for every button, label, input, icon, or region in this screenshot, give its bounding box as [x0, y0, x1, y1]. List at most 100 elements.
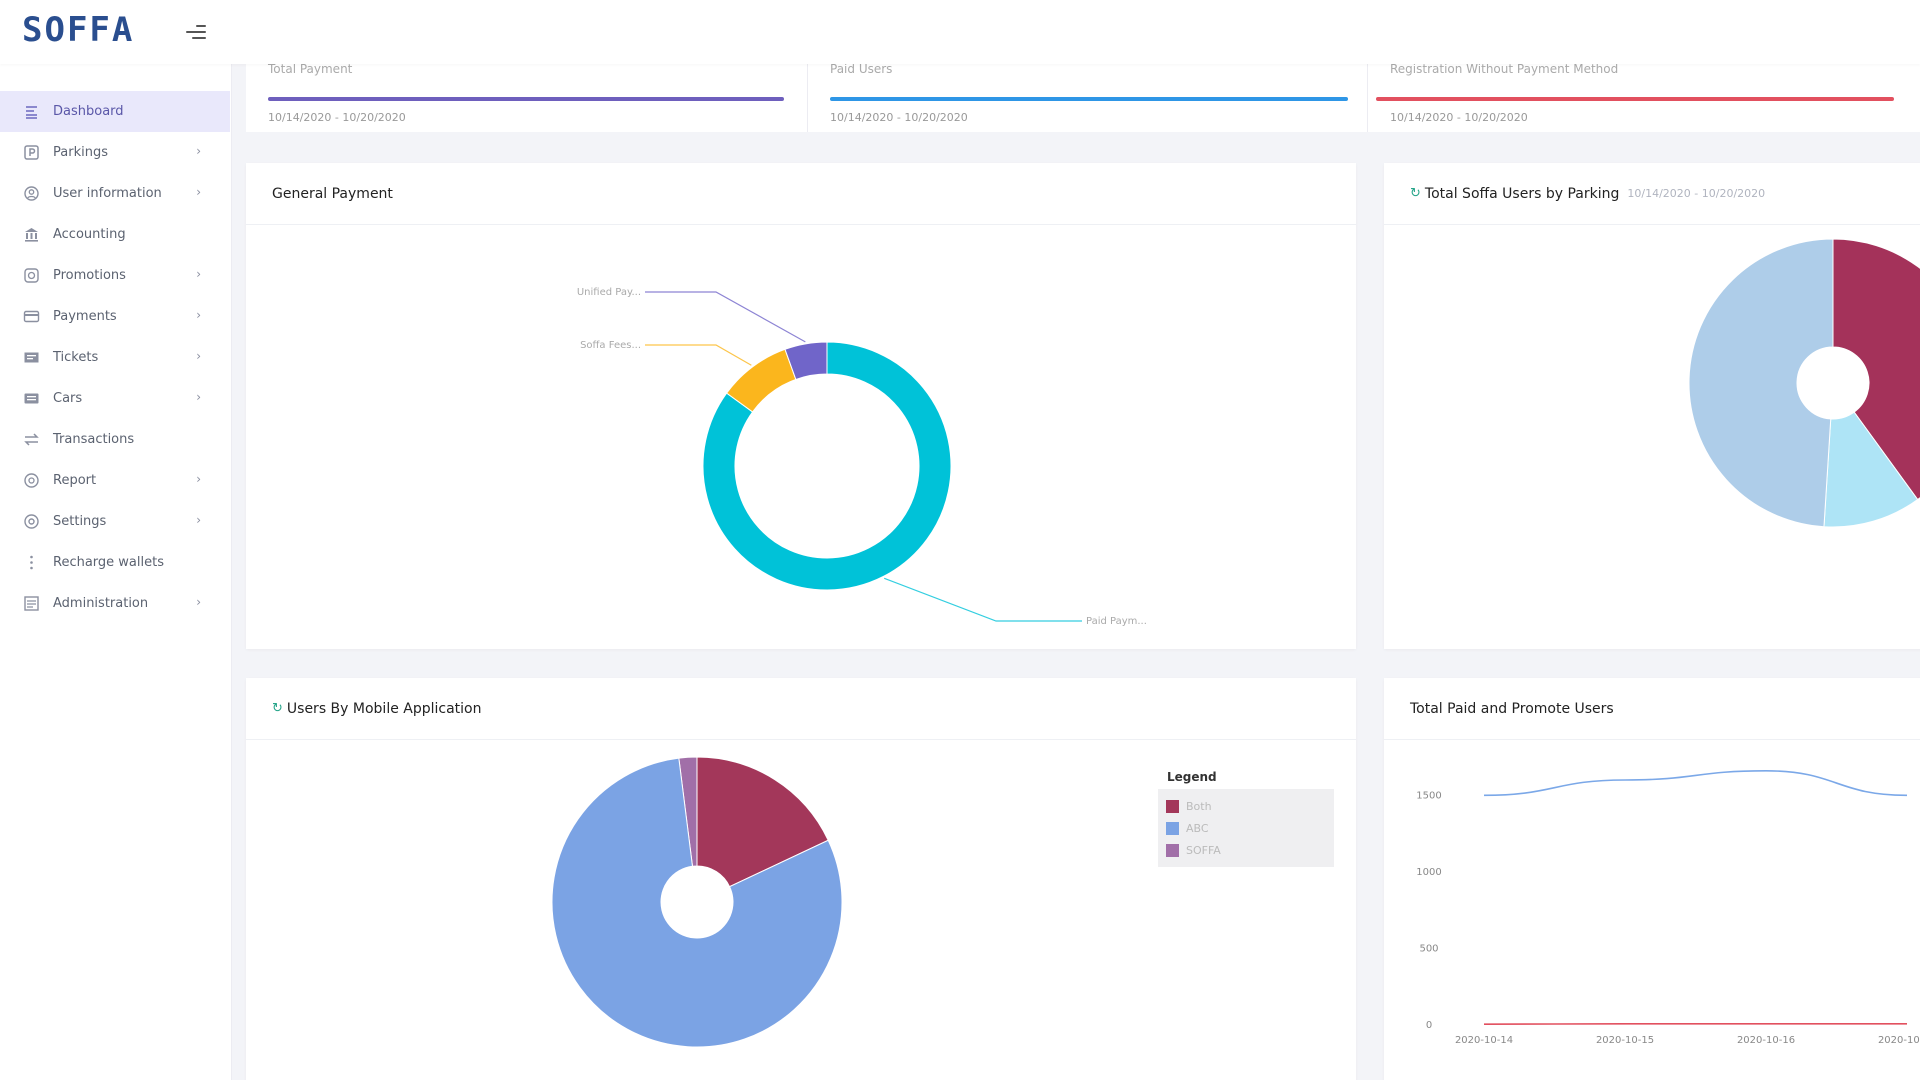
sidebar-item-label: Transactions — [53, 432, 135, 447]
sidebar-item-tickets[interactable]: Tickets › — [0, 337, 231, 378]
sidebar-item-cars[interactable]: Cars › — [0, 378, 231, 419]
stat-row: Total Payment 10/14/2020 - 10/20/2020 Pa… — [246, 62, 1920, 132]
app-logo[interactable]: SOFFA — [22, 10, 135, 50]
card-header: Total Paid and Promote Users — [1384, 678, 1920, 740]
x-tick-label: 2020-10-17 — [1878, 1035, 1920, 1046]
legend-label: ABC — [1186, 821, 1209, 835]
stat-bar — [268, 97, 784, 101]
users-by-mobile-app-pie-chart — [551, 756, 843, 1048]
sidebar-item-settings[interactable]: Settings › — [0, 501, 231, 542]
stat-paid-users: Paid Users 10/14/2020 - 10/20/2020 — [807, 62, 1367, 132]
card-date: 10/14/2020 - 10/20/2020 — [1627, 187, 1766, 200]
pie-slice[interactable] — [551, 757, 843, 1048]
stat-bar — [830, 97, 1348, 101]
chevron-right-icon: › — [196, 472, 201, 486]
y-tick-label: 500 — [1419, 943, 1438, 954]
legend-swatch — [1166, 799, 1179, 813]
pie-slice[interactable] — [1823, 411, 1919, 528]
chevron-right-icon: › — [196, 349, 201, 363]
stat-date: 10/14/2020 - 10/20/2020 — [1390, 111, 1528, 124]
credit-card-icon — [22, 308, 40, 326]
transfer-icon — [22, 431, 40, 449]
sidebar-item-label: Promotions — [53, 268, 126, 283]
paid-promote-users-card: Total Paid and Promote Users 0 500 1000 150… — [1384, 678, 1920, 1080]
sidebar-item-label: Payments — [53, 309, 117, 324]
y-tick-label: 1500 — [1416, 790, 1441, 801]
chevron-right-icon: › — [196, 267, 201, 281]
general-payment-card: General Payment Paid Paym... Soffa Fees..… — [246, 163, 1356, 649]
chevron-right-icon: › — [196, 308, 201, 322]
chevron-right-icon: › — [196, 185, 201, 199]
stat-date: 10/14/2020 - 10/20/2020 — [830, 111, 968, 124]
chevron-right-icon: › — [196, 595, 201, 609]
sidebar-item-parkings[interactable]: Parkings › — [0, 132, 231, 173]
sidebar: Dashboard Parkings › User information › Accou… — [0, 64, 232, 1080]
report-icon — [22, 472, 40, 490]
pie-slice[interactable] — [702, 341, 952, 591]
legend-item[interactable]: Both — [1166, 795, 1326, 817]
legend-item[interactable]: SOFFA — [1166, 839, 1326, 861]
legend-title: Legend — [1167, 770, 1217, 784]
sidebar-item-label: Administration — [53, 596, 149, 611]
pie-label-line — [645, 291, 806, 343]
pie-label: Soffa Fees... — [580, 340, 641, 351]
y-tick-label: 1000 — [1416, 867, 1441, 878]
pie-label: Paid Paym... — [1086, 616, 1147, 627]
admin-icon — [22, 595, 40, 613]
sidebar-item-label: User information — [53, 186, 162, 201]
users-by-mobile-app-card: ↻ Users By Mobile Application Legend Bot… — [246, 678, 1356, 1080]
stat-registration-without-payment: Registration Without Payment Method 10/1… — [1367, 62, 1920, 132]
sidebar-item-accounting[interactable]: Accounting — [0, 214, 231, 255]
general-payment-donut-chart: Paid Paym... Soffa Fees... Unified Pay... — [577, 287, 1147, 627]
sidebar-item-report[interactable]: Report › — [0, 460, 231, 501]
menu-toggle-icon[interactable] — [178, 20, 206, 42]
sidebar-item-label: Parkings — [53, 145, 108, 160]
stat-title: Paid Users — [830, 62, 893, 76]
main-content: Total Payment 10/14/2020 - 10/20/2020 Pa… — [246, 62, 1920, 1080]
pie-slice[interactable] — [1688, 238, 1834, 528]
line-series[interactable] — [1483, 770, 1908, 797]
refresh-icon[interactable]: ↻ — [1410, 186, 1421, 201]
bank-icon — [22, 226, 40, 244]
card-title: Users By Mobile Application — [286, 700, 482, 717]
card-header: ↻ Users By Mobile Application — [246, 678, 1356, 740]
pie-slice[interactable] — [784, 341, 828, 381]
legend-swatch — [1166, 821, 1179, 835]
pie-slice[interactable] — [696, 756, 829, 888]
sidebar-item-label: Settings — [53, 514, 107, 529]
pie-slice[interactable] — [1832, 238, 1920, 501]
pie-label: Unified Pay... — [577, 287, 641, 298]
y-tick-label: 0 — [1426, 1020, 1432, 1031]
card-title: General Payment — [272, 185, 393, 202]
legend-box: Both ABC SOFFA — [1158, 789, 1334, 867]
gear-icon — [22, 513, 40, 531]
sidebar-nav: Dashboard Parkings › User information › Accou… — [0, 91, 231, 624]
sidebar-item-label: Tickets — [53, 350, 99, 365]
chevron-right-icon: › — [196, 390, 201, 404]
sidebar-item-administration[interactable]: Administration › — [0, 583, 231, 624]
parking-icon — [22, 144, 40, 162]
legend-label: Both — [1186, 799, 1212, 813]
ticket-icon — [22, 349, 40, 367]
paid-promote-line-chart: 0 500 1000 1500 2020-10-14 2020-10-15 2020-10-… — [1416, 770, 1920, 1046]
sidebar-item-transactions[interactable]: Transactions — [0, 419, 231, 460]
x-tick-label: 2020-10-16 — [1737, 1035, 1795, 1046]
legend-item[interactable]: ABC — [1166, 817, 1326, 839]
top-bar: SOFFA — [0, 0, 1920, 64]
car-icon — [22, 390, 40, 408]
sidebar-item-label: Report — [53, 473, 97, 488]
sidebar-item-recharge-wallets[interactable]: Recharge wallets — [0, 542, 231, 583]
dashboard-icon — [22, 103, 40, 121]
sidebar-item-payments[interactable]: Payments › — [0, 296, 231, 337]
sidebar-item-promotions[interactable]: Promotions › — [0, 255, 231, 296]
stat-bar — [1376, 97, 1894, 101]
sidebar-item-dashboard[interactable]: Dashboard — [0, 91, 230, 132]
stat-date: 10/14/2020 - 10/20/2020 — [268, 111, 406, 124]
sidebar-item-user-information[interactable]: User information › — [0, 173, 231, 214]
sidebar-item-label: Accounting — [53, 227, 126, 242]
refresh-icon[interactable]: ↻ — [272, 701, 283, 716]
x-tick-label: 2020-10-15 — [1596, 1035, 1654, 1046]
soffa-users-pie-chart — [1688, 238, 1920, 528]
stat-title: Total Payment — [268, 62, 353, 76]
pie-label-line — [645, 344, 752, 366]
